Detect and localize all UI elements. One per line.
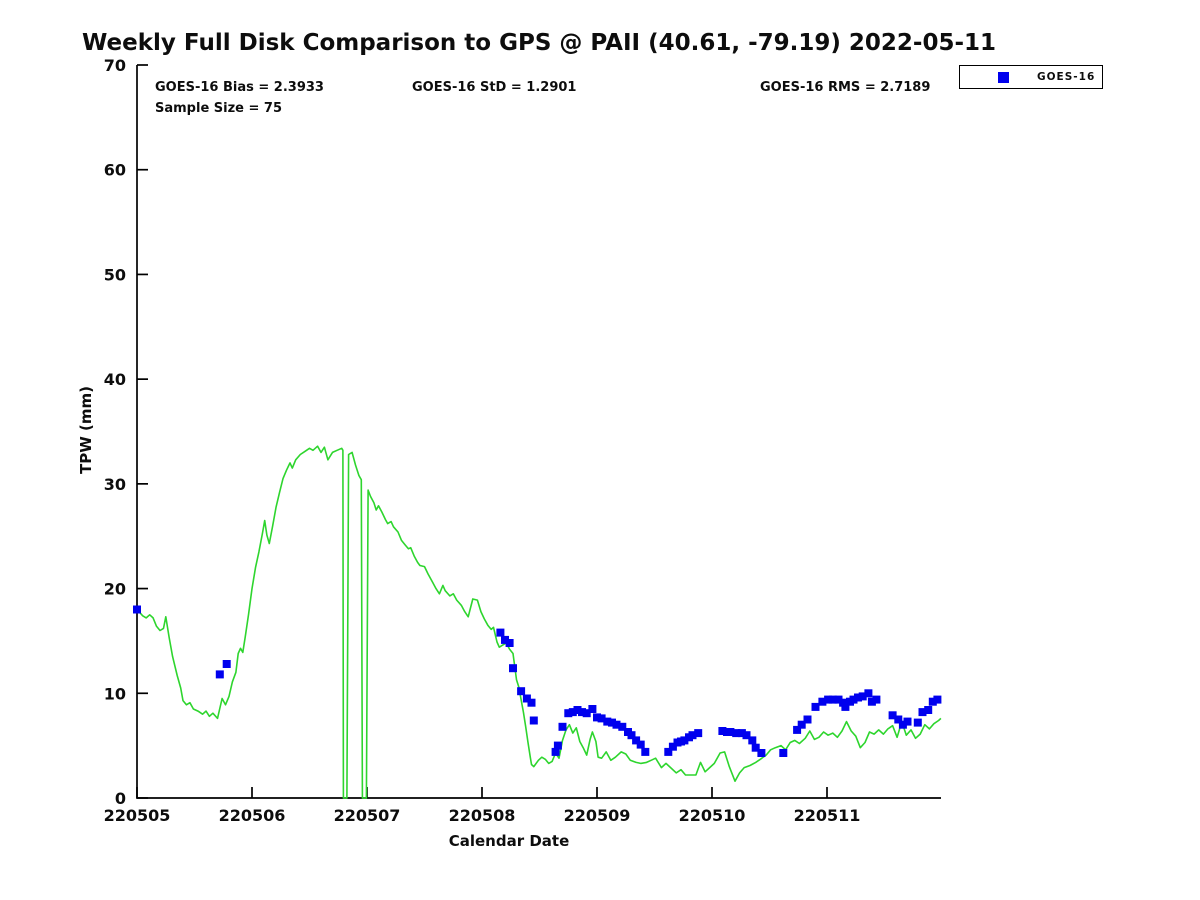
- goes16-point: [578, 708, 586, 717]
- goes16-point: [641, 747, 650, 756]
- goes16-point: [748, 736, 757, 745]
- goes16-point: [779, 749, 788, 757]
- y-tick-label: 20: [104, 580, 126, 599]
- goes16-point: [215, 670, 224, 679]
- goes16-point: [903, 717, 912, 726]
- goes16-point: [573, 706, 582, 714]
- goes16-point: [222, 660, 231, 668]
- x-tick-label: 220510: [679, 806, 746, 825]
- goes16-point: [824, 695, 833, 704]
- chart-title: Weekly Full Disk Comparison to GPS @ PAI…: [81, 30, 997, 56]
- goes16-point: [849, 695, 858, 704]
- y-axis-label: TPW (mm): [77, 386, 95, 474]
- goes16-point: [529, 716, 538, 725]
- x-tick-label: 220509: [564, 806, 631, 825]
- legend: GOES-16: [959, 65, 1103, 89]
- goes16-point: [501, 635, 509, 644]
- goes16-point: [680, 736, 689, 745]
- goes16-point: [618, 722, 627, 731]
- goes16-point: [568, 708, 577, 717]
- goes16-point: [841, 702, 850, 711]
- goes16-point: [668, 742, 677, 751]
- y-tick-label: 50: [104, 265, 126, 284]
- goes16-point: [505, 639, 514, 647]
- goes16-point: [793, 725, 802, 734]
- x-tick-label: 220505: [104, 806, 171, 825]
- goes16-point: [133, 605, 141, 614]
- y-tick-label: 0: [115, 789, 126, 808]
- goes16-point: [918, 708, 927, 717]
- y-tick-label: 10: [104, 684, 126, 703]
- goes16-point: [588, 705, 597, 713]
- goes16-point: [913, 718, 922, 727]
- goes16-point: [742, 731, 751, 740]
- goes16-point: [517, 687, 526, 696]
- goes16-point: [928, 697, 937, 706]
- stat-rms: GOES-16 RMS = 2.7189: [760, 80, 931, 95]
- x-tick-label: 220506: [219, 806, 286, 825]
- goes16-point: [496, 628, 505, 637]
- goes16-point: [751, 743, 760, 752]
- goes16-point: [636, 740, 645, 749]
- goes16-point: [582, 709, 591, 718]
- goes16-point: [864, 689, 873, 698]
- legend-label-goes16: GOES-16: [1037, 71, 1096, 83]
- goes16-point: [718, 727, 727, 735]
- goes16-point: [597, 714, 606, 723]
- stat-sample-size: Sample Size = 75: [155, 101, 283, 116]
- goes16-point: [854, 693, 862, 702]
- y-tick-label: 70: [104, 56, 126, 75]
- x-tick-label: 220508: [449, 806, 516, 825]
- goes16-point: [839, 698, 848, 707]
- goes16-point: [509, 664, 517, 673]
- goes16-point: [828, 695, 837, 704]
- goes16-point: [726, 728, 735, 736]
- goes16-point: [527, 698, 536, 707]
- goes16-point: [632, 736, 641, 745]
- goes16-point: [888, 711, 897, 720]
- axes-frame: [136, 65, 941, 799]
- goes16-point: [858, 692, 867, 701]
- legend-square-marker-icon: [998, 71, 1009, 83]
- stat-bias: GOES-16 Bias = 2.3933: [155, 80, 324, 95]
- goes16-point: [834, 695, 843, 704]
- goes16-point: [867, 697, 876, 706]
- goes16-point: [872, 695, 881, 704]
- goes16-point: [608, 718, 616, 727]
- y-tick-label: 30: [104, 475, 126, 494]
- stat-std: GOES-16 StD = 1.2901: [412, 80, 577, 95]
- goes16-point: [894, 715, 903, 724]
- goes16-point: [757, 749, 766, 757]
- gps-line: [137, 445, 942, 799]
- goes16-point: [898, 720, 907, 729]
- goes16-point: [551, 747, 560, 756]
- goes16-point: [803, 715, 812, 724]
- goes16-point: [603, 717, 612, 726]
- goes16-point: [737, 729, 746, 738]
- x-tick-label: 220511: [794, 806, 861, 825]
- goes16-point: [811, 702, 820, 711]
- y-tick-label: 40: [104, 370, 126, 389]
- goes16-point: [664, 747, 673, 756]
- goes16-point: [797, 720, 806, 729]
- x-tick-label: 220507: [334, 806, 401, 825]
- goes16-point: [818, 697, 827, 706]
- goes16-point: [688, 731, 697, 740]
- goes16-point: [522, 694, 531, 703]
- goes16-point: [553, 741, 562, 750]
- x-axis-label: Calendar Date: [448, 832, 570, 850]
- goes16-point: [612, 720, 621, 729]
- goes16-point: [564, 709, 573, 718]
- goes16-point: [627, 731, 636, 740]
- goes16-point: [593, 713, 601, 722]
- goes16-point: [933, 695, 942, 704]
- goes16-point: [694, 729, 703, 738]
- goes16-point: [732, 729, 741, 738]
- goes16-point: [558, 722, 567, 731]
- goes16-point: [924, 706, 933, 714]
- y-tick-label: 60: [104, 161, 126, 180]
